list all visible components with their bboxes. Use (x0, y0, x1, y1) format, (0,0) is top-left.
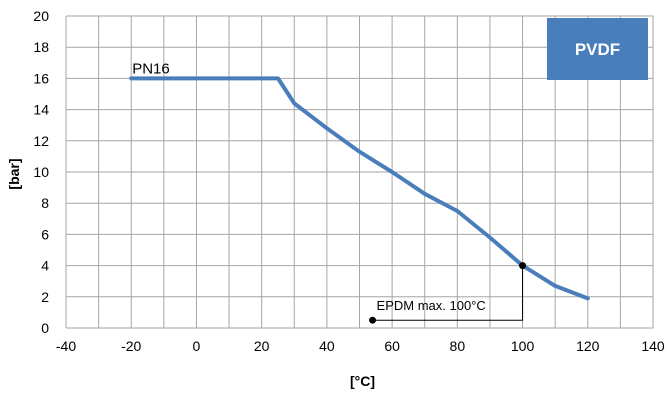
pn-rating-label: PN16 (132, 60, 170, 77)
y-tick-label: 16 (33, 70, 49, 86)
annotations: EPDM max. 100°C PN16 PVDF (132, 18, 648, 324)
material-badge (547, 18, 648, 80)
y-tick-label: 4 (41, 258, 49, 274)
x-tick-label: 100 (511, 338, 535, 354)
y-tick-label: 10 (33, 164, 49, 180)
y-axis-title: [bar] (6, 158, 22, 189)
x-tick-label: 40 (319, 338, 335, 354)
x-tick-label: -40 (56, 338, 76, 354)
x-tick-label: 20 (254, 338, 270, 354)
marker-leader-start (369, 316, 377, 324)
x-tick-label: 120 (576, 338, 600, 354)
y-tick-label: 2 (41, 289, 49, 305)
y-tick-label: 0 (41, 320, 49, 336)
y-tick-label: 18 (33, 39, 49, 55)
y-tick-label: 14 (33, 102, 49, 118)
x-tick-label: 0 (193, 338, 201, 354)
material-badge-label: PVDF (575, 40, 620, 59)
x-tick-label: 140 (641, 338, 665, 354)
x-tick-label: 80 (450, 338, 466, 354)
y-tick-label: 20 (33, 8, 49, 24)
x-axis-title: [°C] (350, 373, 375, 389)
y-tick-label: 8 (41, 195, 49, 211)
series-layer (129, 76, 590, 301)
tick-labels: -40 -20 0 20 40 60 80 100 120 140 0 2 4 6 8 10 12 14 16 18 2… (33, 8, 664, 354)
marker-point (519, 262, 527, 270)
x-tick-label: -20 (121, 338, 141, 354)
marker-label: EPDM max. 100°C (377, 298, 486, 313)
marker-leader-line (372, 265, 524, 321)
series-line (129, 76, 590, 301)
y-tick-label: 6 (41, 226, 49, 242)
x-tick-label: 60 (384, 338, 400, 354)
y-tick-label: 12 (33, 133, 49, 149)
